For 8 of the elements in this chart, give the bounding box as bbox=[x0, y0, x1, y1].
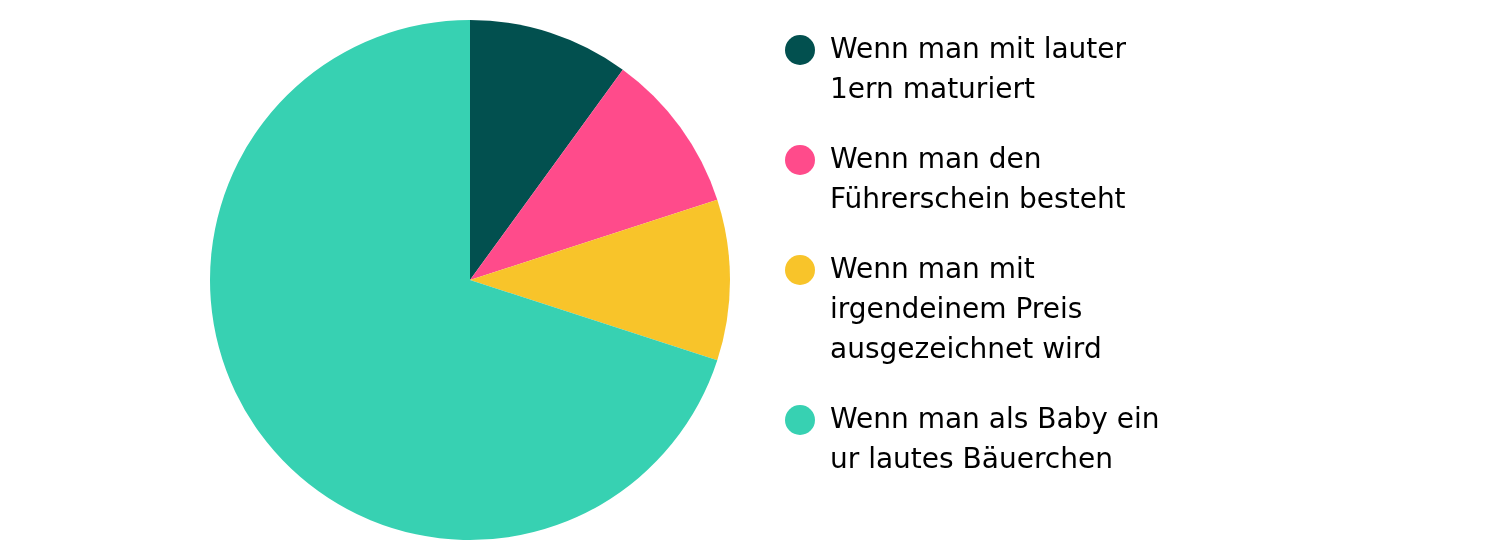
pie-slice bbox=[210, 20, 718, 540]
pie-slice bbox=[470, 69, 718, 280]
legend-label: Wenn man mit lauter 1ern maturiert bbox=[830, 32, 1127, 105]
pie-slice bbox=[470, 199, 730, 361]
legend-label: Wenn man mit irgendeinem Preis ausgezeichnet wird bbox=[830, 252, 1102, 365]
pie-slice bbox=[470, 20, 623, 280]
legend-label: Wenn man den Führerschein besteht bbox=[830, 142, 1126, 215]
legend-label: Wenn man als Baby ein ur lautes Bäuerchen bbox=[830, 402, 1160, 475]
